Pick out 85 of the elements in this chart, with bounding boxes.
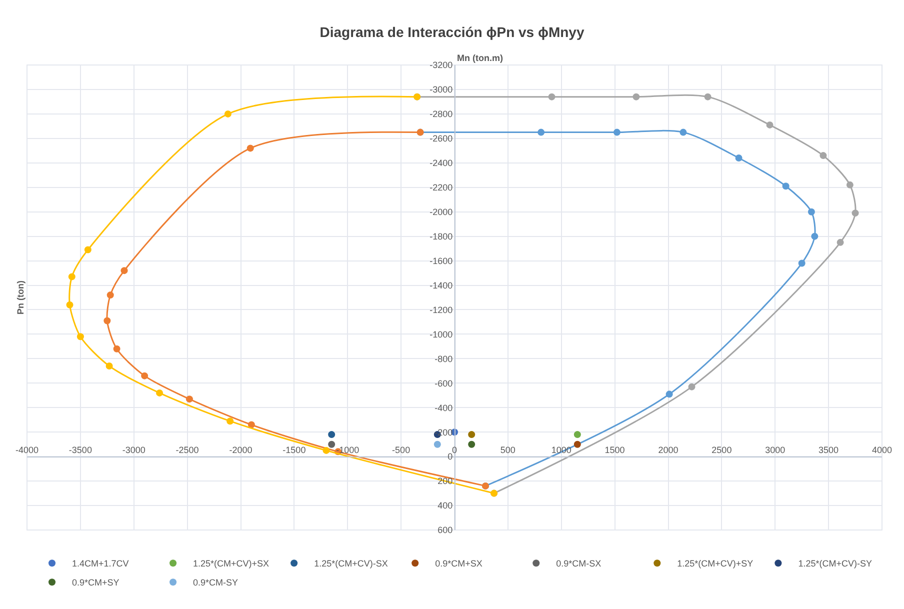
point <box>836 238 844 246</box>
point <box>538 128 545 136</box>
y-tick-label: -2000 <box>430 206 453 217</box>
y-tick-label: 400 <box>438 500 453 511</box>
point <box>224 110 232 118</box>
point <box>852 210 859 217</box>
y-tick-label: -600 <box>434 378 453 388</box>
point <box>808 208 815 216</box>
point <box>782 182 790 190</box>
y-axis-title: Pn (ton) <box>16 280 26 314</box>
y-tick-label: -1400 <box>430 280 453 290</box>
point <box>632 93 640 100</box>
point <box>735 154 742 162</box>
x-tick-label: -3000 <box>122 444 146 455</box>
x-tick-label: -3500 <box>68 444 92 455</box>
point <box>704 93 712 100</box>
y-tick-label: -2400 <box>430 158 453 168</box>
x-tick-label: 2000 <box>658 444 678 455</box>
point <box>846 181 854 188</box>
chart-title: Diagrama de Interacción ϕPn vs ϕMnyy <box>320 24 584 40</box>
legend-label: 0.9*CM+SX <box>435 558 482 569</box>
point <box>766 121 774 128</box>
point <box>811 232 818 240</box>
point <box>820 152 827 160</box>
point <box>574 440 581 448</box>
point <box>156 389 164 396</box>
point <box>106 362 113 370</box>
point <box>328 431 336 438</box>
y-tick-label: -1800 <box>430 231 453 242</box>
point <box>798 260 806 267</box>
x-tick-label: -2500 <box>176 444 199 455</box>
point <box>226 418 234 425</box>
point <box>76 333 84 340</box>
y-tick-label: -400 <box>434 402 453 413</box>
point <box>141 372 148 380</box>
y-tick-label: -3000 <box>430 84 453 95</box>
point <box>468 431 476 438</box>
x-tick-label: -500 <box>392 444 410 455</box>
x-tick-label: 1500 <box>604 444 625 455</box>
x-tick-label: -1500 <box>282 444 306 455</box>
point <box>666 390 673 398</box>
legend-label: 1.25*(CM+CV)+SY <box>677 558 754 569</box>
point <box>66 301 74 308</box>
point <box>246 144 254 152</box>
point <box>106 292 114 299</box>
point <box>113 345 120 352</box>
point <box>68 273 76 280</box>
legend-label: 0.9*CM-SX <box>556 558 602 569</box>
x-tick-label: -4000 <box>15 444 39 455</box>
legend-label: 0.9*CM+SY <box>72 578 120 588</box>
point <box>574 431 581 438</box>
point <box>186 396 193 403</box>
legend-label: 1.25*(CM+CV)-SX <box>314 558 388 569</box>
legend-label: 1.25*(CM+CV)-SY <box>798 558 872 569</box>
x-axis-title: Mn (ton.m) <box>457 53 503 63</box>
x-tick-label: -2000 <box>229 444 252 455</box>
legend-label: 0.9*CM-SY <box>193 578 238 588</box>
y-tick-label: 0 <box>448 452 453 462</box>
point <box>120 267 128 274</box>
x-tick-label: 3500 <box>818 444 839 455</box>
point <box>104 317 111 324</box>
point <box>468 440 476 448</box>
y-tick-label: -1600 <box>430 256 453 266</box>
y-tick-label: -1200 <box>430 304 453 315</box>
point <box>84 246 92 254</box>
x-tick-label: 500 <box>500 444 516 455</box>
legend-label: 1.4CM+1.7CV <box>72 558 129 569</box>
point <box>328 440 336 448</box>
legend-label: 1.25*(CM+CV)+SX <box>193 558 270 569</box>
point <box>322 446 330 454</box>
x-tick-label: 3000 <box>765 444 786 455</box>
point <box>680 128 687 136</box>
point <box>434 440 441 448</box>
point <box>548 93 556 100</box>
point <box>688 383 696 390</box>
y-tick-label: -800 <box>434 354 453 364</box>
y-tick-label: -2600 <box>430 134 453 144</box>
y-tick-label: -1000 <box>430 329 453 340</box>
y-tick-label: -3200 <box>430 60 453 70</box>
x-tick-label: 2500 <box>712 444 732 455</box>
point <box>613 128 620 136</box>
y-tick-label: -2200 <box>430 182 453 193</box>
x-tick-label: 4000 <box>872 444 892 455</box>
y-tick-label: -2800 <box>430 109 453 120</box>
y-tick-label: 600 <box>438 525 453 536</box>
